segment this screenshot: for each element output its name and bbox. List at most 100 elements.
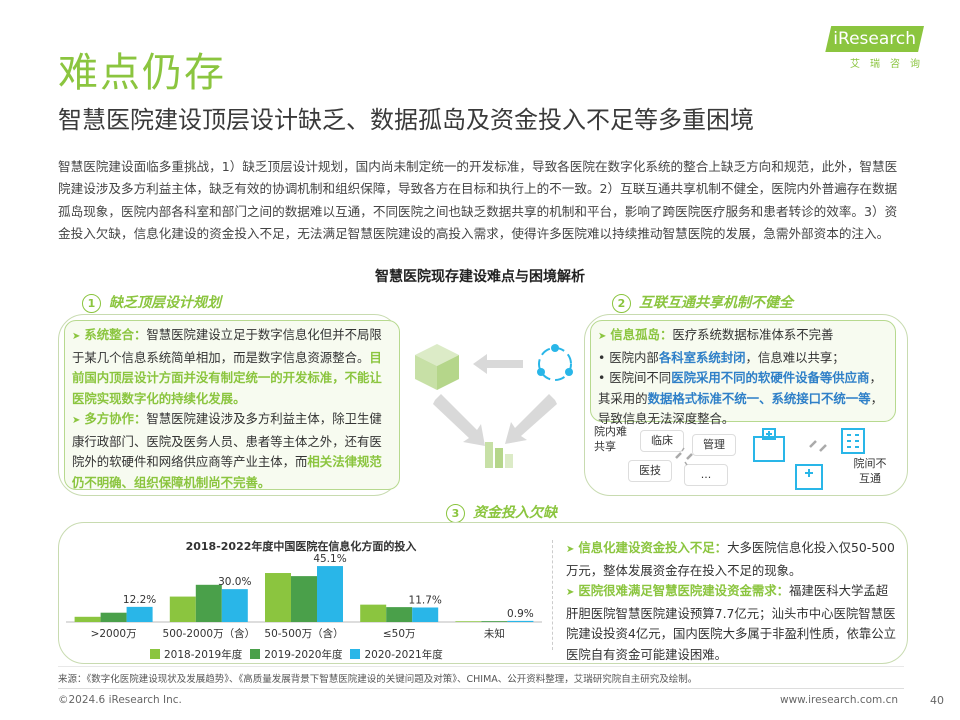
triangle-bullet-icon: ➤	[72, 415, 81, 426]
info-island-label: 信息孤岛：	[610, 327, 673, 342]
iresearch-logo: iResearch 艾瑞咨询	[825, 26, 924, 70]
category-label-3: ≤50万	[383, 628, 416, 640]
bar-2-0	[265, 573, 291, 622]
data-label-2: 45.1%	[313, 553, 346, 565]
section3-text: ➤ 信息化建设资金投入不足：大多医院信息化投入仅50-500万元，整体发展资金存在…	[566, 538, 898, 665]
section1-point-integration: ➤ 系统整合：智慧医院建设立足于数字信息化但并不局限于某几个信息系统简单相加，而是…	[72, 325, 390, 409]
intro-paragraph: 智慧医院建设面临多重挑战，1）缺乏顶层设计规划，国内尚未制定统一的开发标准，导致…	[58, 159, 898, 242]
info-island-text: 医疗系统数据标准体系不完善	[672, 327, 834, 342]
section2-text: ➤ 信息孤岛：医疗系统数据标准体系不完善 • 医院内部各科室系统封闭，信息难以共享…	[598, 325, 890, 430]
hospital-building-icon	[753, 428, 785, 462]
page-number: 40	[930, 694, 944, 707]
chart-legend: 2018-2019年度 2019-2020年度 2020-2021年度	[150, 644, 550, 663]
bar-4-1	[481, 621, 508, 622]
legend-swatch-2	[350, 649, 361, 659]
bar-4-2	[507, 620, 534, 622]
legend-label-0: 2018-2019年度	[164, 648, 243, 661]
legend-swatch-0	[150, 649, 160, 659]
legend-item-0: 2018-2019年度	[150, 647, 242, 662]
legend-swatch-1	[250, 649, 261, 659]
source-note: 来源：《数字化医院建设现状及发展趋势》、《高质量发展背景下智慧医院建设的关键问题…	[58, 674, 698, 685]
triangle-bullet-icon: ➤	[566, 544, 575, 555]
between-mid: ，其采用的	[598, 370, 882, 406]
section1-text: ➤ 系统整合：智慧医院建设立足于数字信息化但并不局限于某几个信息系统简单相加，而是…	[72, 325, 390, 493]
share-nodes-icon	[537, 344, 573, 381]
triangle-bullet-icon: ➤	[72, 331, 81, 342]
integration-label: 系统整合：	[84, 327, 147, 342]
website-link[interactable]: www.iresearch.com.cn	[780, 694, 899, 706]
section1-text-box	[64, 320, 400, 490]
broken-link-icon	[675, 447, 693, 466]
bar-0-2	[126, 606, 153, 622]
funding-text-2: 福建医科大学孟超肝胆医院智慧医院建设预算7.7亿元；汕头市中心医院智慧医院建设投…	[566, 583, 897, 662]
section3-title: 资金投入欠缺	[473, 505, 557, 521]
legend-label-1: 2019-2020年度	[264, 648, 343, 661]
page-title: 难点仍存	[58, 50, 226, 96]
bullet-between: • 医院间不同医院采用不同的软硬件设备等供应商，其采用的数据格式标准不统一、系统…	[598, 368, 890, 430]
tag-more: ...	[684, 464, 728, 486]
bar-building-icon	[485, 442, 513, 468]
data-label-4: 0.9%	[507, 608, 534, 620]
hospital-icons	[753, 428, 865, 490]
logo-text: iResearch	[825, 26, 924, 52]
between-pre: 医院间不同	[609, 370, 672, 385]
clinic-icon	[795, 464, 823, 490]
between-post: ，导致信息无法深度整合。	[598, 390, 883, 427]
section1-title: 缺乏顶层设计规划	[109, 295, 221, 311]
left-arrow-icon	[473, 354, 523, 374]
section2-number: 2	[612, 294, 631, 313]
center-illustration	[415, 344, 573, 468]
section3-number: 3	[446, 504, 465, 523]
bar-3-1	[386, 607, 413, 622]
broken-link-icon-2	[809, 440, 827, 452]
bar-2-1	[291, 576, 317, 622]
internal-post: ，信息难以共享；	[745, 349, 845, 365]
bullet-dot-icon: •	[598, 349, 610, 365]
diagram-title: 智慧医院现存建设难点与困境解析	[375, 269, 585, 285]
collaboration-highlight: 相关法律规范仍不明确、组织保障机制尚不完善。	[72, 454, 382, 490]
bar-0-1	[100, 612, 127, 622]
data-label-3: 11.7%	[409, 594, 442, 606]
bullet-internal: • 医院内部各科室系统封闭，信息难以共享；	[598, 348, 890, 369]
legend-label-2: 2020-2021年度	[364, 648, 443, 661]
category-label-1: 500-2000万（含）	[163, 627, 256, 640]
chart-title: 2018-2022年度中国医院在信息化方面的投入	[185, 540, 417, 553]
funding-label-1: 信息化建设资金投入不足：	[578, 540, 728, 555]
triangle-bullet-icon: ➤	[598, 331, 607, 342]
funding-label-2: 医院很难满足智慧医院建设资金需求：	[578, 583, 790, 598]
section3-heading: 3 资金投入欠缺	[446, 502, 557, 523]
legend-item-2: 2020-2021年度	[350, 647, 443, 662]
bullet-dot-icon: •	[598, 370, 610, 385]
chart-divider	[552, 540, 554, 650]
section2-title: 互联互通共享机制不健全	[639, 295, 793, 311]
tag-clinical: 临床	[640, 430, 684, 452]
funding-point-2: ➤ 医院很难满足智慧医院建设资金需求：福建医科大学孟超肝胆医院智慧医院建设预算7.…	[566, 581, 898, 665]
collaboration-text: 智慧医院建设涉及多方利益主体，除卫生健康行政部门、医院及医务人员、患者等主体之外…	[72, 411, 382, 469]
info-island-row: ➤ 信息孤岛：医疗系统数据标准体系不完善	[598, 325, 890, 348]
category-label-4: 未知	[484, 627, 505, 640]
triangle-bullet-icon: ➤	[566, 587, 575, 598]
between-highlight-1: 医院采用不同的软硬件设备等供应商	[671, 370, 870, 385]
footer-divider	[58, 688, 904, 689]
internal-highlight: 各科室系统封闭	[658, 349, 746, 365]
outer-share-label: 院间不互通	[853, 457, 887, 485]
hospital-tower-icon	[841, 428, 865, 454]
section1-point-collaboration: ➤ 多方协作：智慧医院建设涉及多方利益主体，除卫生健康行政部门、医院及医务人员、患…	[72, 409, 390, 493]
section1-number: 1	[82, 294, 101, 313]
bar-3-0	[360, 604, 387, 622]
collaboration-label: 多方协作：	[84, 411, 147, 426]
footer-divider-top	[58, 666, 904, 667]
section2-text-box	[590, 320, 896, 422]
funding-text-1: 大多医院信息化投入仅50-500万元，整体发展资金存在投入不足的现象。	[566, 540, 895, 578]
integration-text: 智慧医院建设立足于数字信息化但并不局限于某几个信息系统简单相加，而是数字信息资源…	[72, 327, 382, 365]
data-label-1: 30.0%	[218, 576, 251, 588]
bar-1-1	[195, 584, 222, 622]
down-left-arrow-icon	[505, 394, 557, 444]
bar-3-2	[412, 607, 439, 622]
bar-2-2	[317, 566, 343, 622]
funding-point-1: ➤ 信息化建设资金投入不足：大多医院信息化投入仅50-500万元，整体发展资金存在…	[566, 538, 898, 581]
legend-item-1: 2019-2020年度	[250, 647, 342, 662]
inner-share-label: 院内难共享	[594, 425, 627, 453]
integration-highlight: 目前国内顶层设计方面并没有制定统一的开发标准，不能让医院实现数字化的持续化发展。	[72, 349, 382, 406]
section2-heading: 2 互联互通共享机制不健全	[612, 292, 793, 313]
